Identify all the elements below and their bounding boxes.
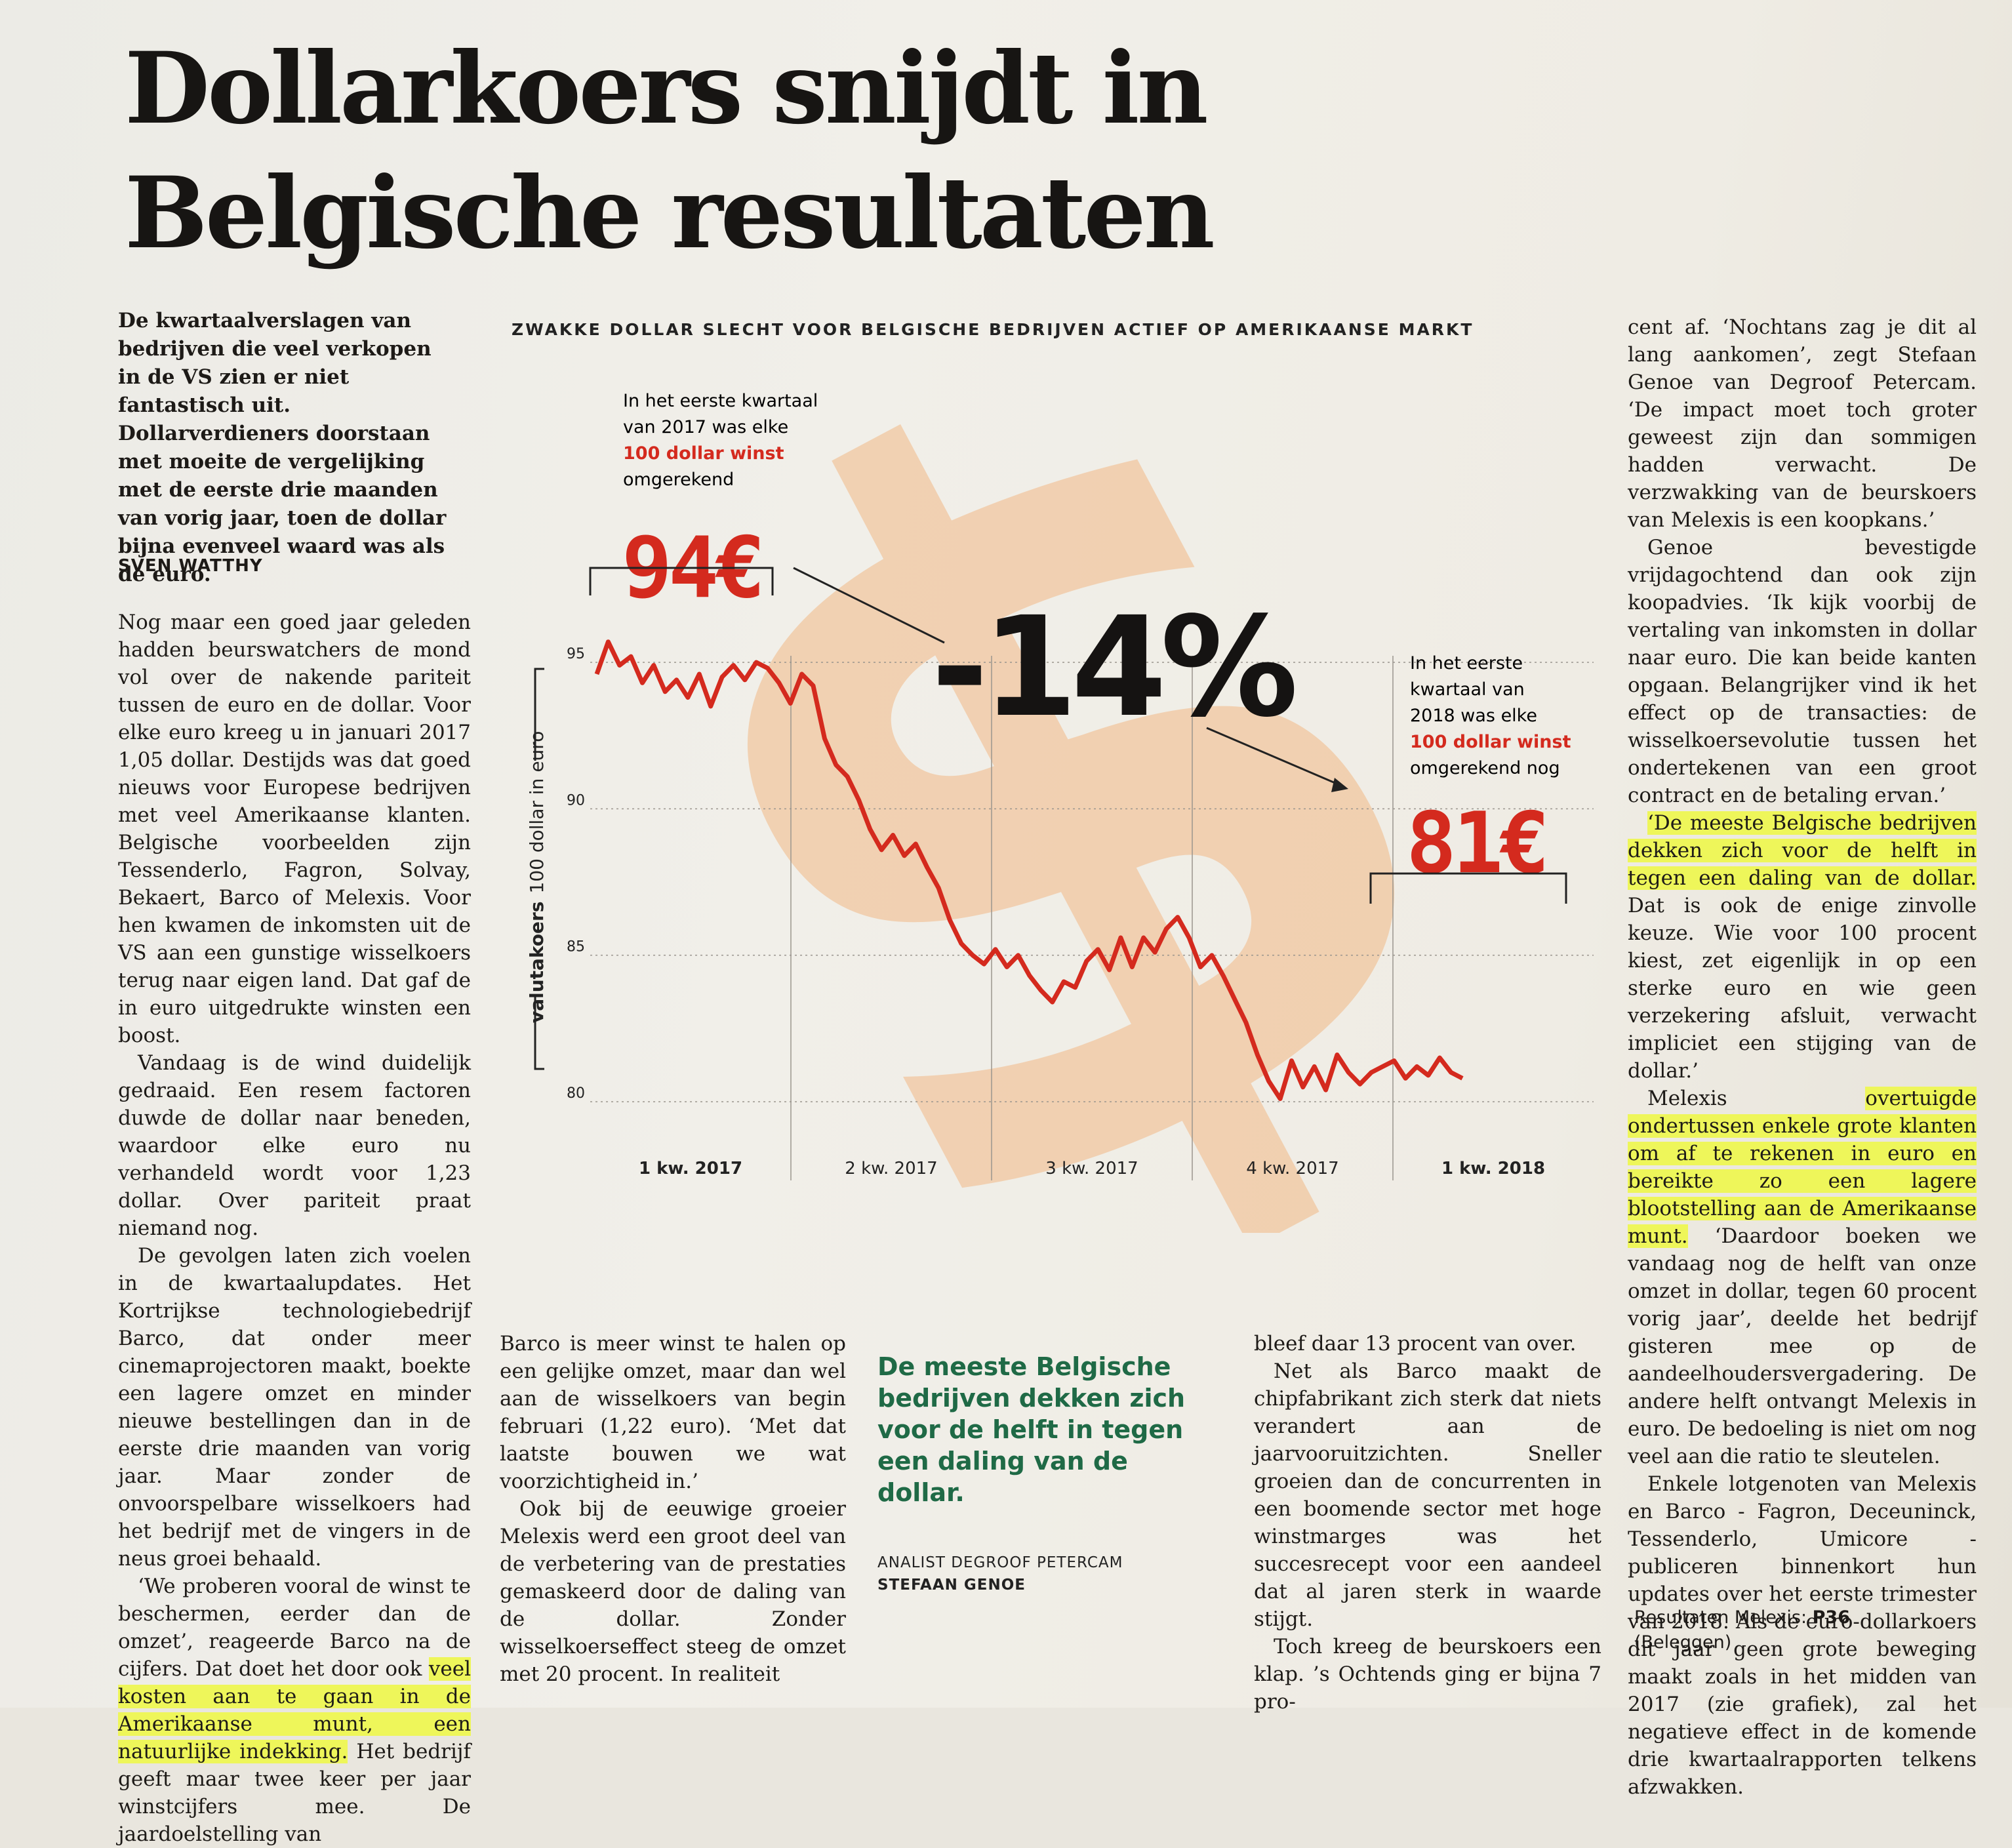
y-tick-label: 95 bbox=[567, 646, 585, 662]
value-end: 81€ bbox=[1406, 795, 1546, 893]
exchange-rate-chart: $ valutakoers100 dollar in euro 95908580… bbox=[498, 341, 1600, 1233]
annotation-start: In het eerste kwartaal van 2017 was elke… bbox=[623, 391, 818, 490]
column-4: cent af. ‘Nochtans zag je dit al lang aa… bbox=[1628, 313, 1977, 1801]
quote-source-role: ANALIST DEGROOF PETERCAM bbox=[877, 1554, 1123, 1571]
col4-p3-text: Dat is ook de enige zinvolle keuze. Wie … bbox=[1628, 894, 1977, 1083]
col4-p4-start: Melexis bbox=[1647, 1087, 1866, 1110]
y-axis-label-bold: valutakoers bbox=[526, 901, 548, 1023]
annotation-end: In het eerste kwartaal van 2018 was elke… bbox=[1410, 653, 1571, 778]
quote-source-name: STEFAAN GENOE bbox=[877, 1577, 1026, 1594]
col1-paragraph-2: Vandaag is de wind duidelijk gedraaid. E… bbox=[118, 1051, 471, 1240]
col2-paragraph-1: Barco is meer winst te halen op een geli… bbox=[500, 1332, 846, 1493]
col4-paragraph-4: Melexis overtuigde ondertussen enkele gr… bbox=[1628, 1085, 1977, 1470]
col1-paragraph-3: De gevolgen laten zich voelen in de kwar… bbox=[118, 1244, 471, 1571]
ann2-line-2: kwartaal van bbox=[1410, 679, 1525, 700]
y-tick-label: 80 bbox=[567, 1085, 585, 1102]
col4-paragraph-3: ‘De meeste Belgische bedrijven dekken zi… bbox=[1628, 809, 1977, 1085]
x-tick-label: 2 kw. 2017 bbox=[845, 1159, 937, 1178]
quote-source: ANALIST DEGROOF PETERCAM STEFAAN GENOE bbox=[877, 1552, 1123, 1596]
page-reference: Resultaten Melexis: P36 (Beleggen) bbox=[1634, 1605, 1850, 1655]
col3-paragraph-3: Toch kreeg de beurskoers een klap. ’s Oc… bbox=[1254, 1635, 1601, 1714]
lead-paragraph: De kwartaalverslagen van bedrijven die v… bbox=[118, 309, 447, 586]
ref-label: Resultaten Melexis: bbox=[1634, 1607, 1813, 1628]
ann2-line-1: In het eerste bbox=[1410, 653, 1523, 673]
column-3: bleef daar 13 procent van over. Net als … bbox=[1254, 1330, 1601, 1716]
ref-page: P36 bbox=[1812, 1607, 1851, 1628]
x-tick-label: 1 kw. 2017 bbox=[639, 1159, 742, 1178]
y-axis-label-text: 100 dollar in euro bbox=[526, 731, 548, 894]
byline: SVEN WATTHY bbox=[118, 556, 263, 576]
y-tick-label: 90 bbox=[567, 792, 585, 809]
ann2-line-5: omgerekend nog bbox=[1410, 758, 1560, 778]
col1-p4-text: ‘We proberen vooral de winst te bescherm… bbox=[118, 1575, 471, 1681]
pull-quote: De meeste Belgische bedrijven dekken zic… bbox=[877, 1352, 1186, 1507]
ann1-line-4: omgerekend bbox=[623, 470, 734, 490]
col1-paragraph-1: Nog maar een goed jaar geleden hadden be… bbox=[118, 611, 471, 1047]
y-axis-label: valutakoers 100 dollar in euro bbox=[526, 731, 548, 1023]
col3-paragraph-2: Net als Barco maakt de chipfabrikant zic… bbox=[1254, 1359, 1601, 1631]
col4-highlight-1: ‘De meeste Belgische bedrijven dekken zi… bbox=[1628, 811, 1977, 890]
col4-p4-text: ‘Daardoor boeken we vandaag nog de helft… bbox=[1628, 1224, 1977, 1468]
column-1: Nog maar een goed jaar geleden hadden be… bbox=[118, 609, 471, 1848]
ann2-line-3: 2018 was elke bbox=[1410, 706, 1537, 726]
ref-section: (Beleggen) bbox=[1634, 1632, 1732, 1653]
change-percentage: -14% bbox=[931, 587, 1294, 748]
x-tick-label: 3 kw. 2017 bbox=[1045, 1159, 1138, 1178]
col4-paragraph-1: cent af. ‘Nochtans zag je dit al lang aa… bbox=[1628, 315, 1977, 532]
ann1-line-3: 100 dollar winst bbox=[623, 443, 784, 464]
x-tick-label: 1 kw. 2018 bbox=[1441, 1159, 1545, 1178]
x-tick-label: 4 kw. 2017 bbox=[1246, 1159, 1338, 1178]
ann1-line-1: In het eerste kwartaal bbox=[623, 391, 818, 411]
ann1-line-2: van 2017 was elke bbox=[623, 417, 788, 437]
series-line bbox=[594, 639, 1464, 1101]
headline: Dollarkoers snijdt in Belgische resultat… bbox=[125, 31, 1215, 271]
col1-paragraph-4: ‘We proberen vooral de winst te bescherm… bbox=[118, 1573, 471, 1848]
col4-paragraph-2: Genoe bevestigde vrijdagochtend dan ook … bbox=[1628, 536, 1977, 807]
col2-paragraph-2: Ook bij de eeuwige groeier Melexis werd … bbox=[500, 1497, 846, 1686]
y-tick-label: 85 bbox=[567, 939, 585, 955]
col3-paragraph-1: bleef daar 13 procent van over. bbox=[1254, 1332, 1577, 1356]
column-2: Barco is meer winst te halen op een geli… bbox=[500, 1330, 846, 1688]
ann2-line-4: 100 dollar winst bbox=[1410, 732, 1571, 752]
chart-kicker: ZWAKKE DOLLAR SLECHT VOOR BELGISCHE BEDR… bbox=[512, 320, 1474, 339]
